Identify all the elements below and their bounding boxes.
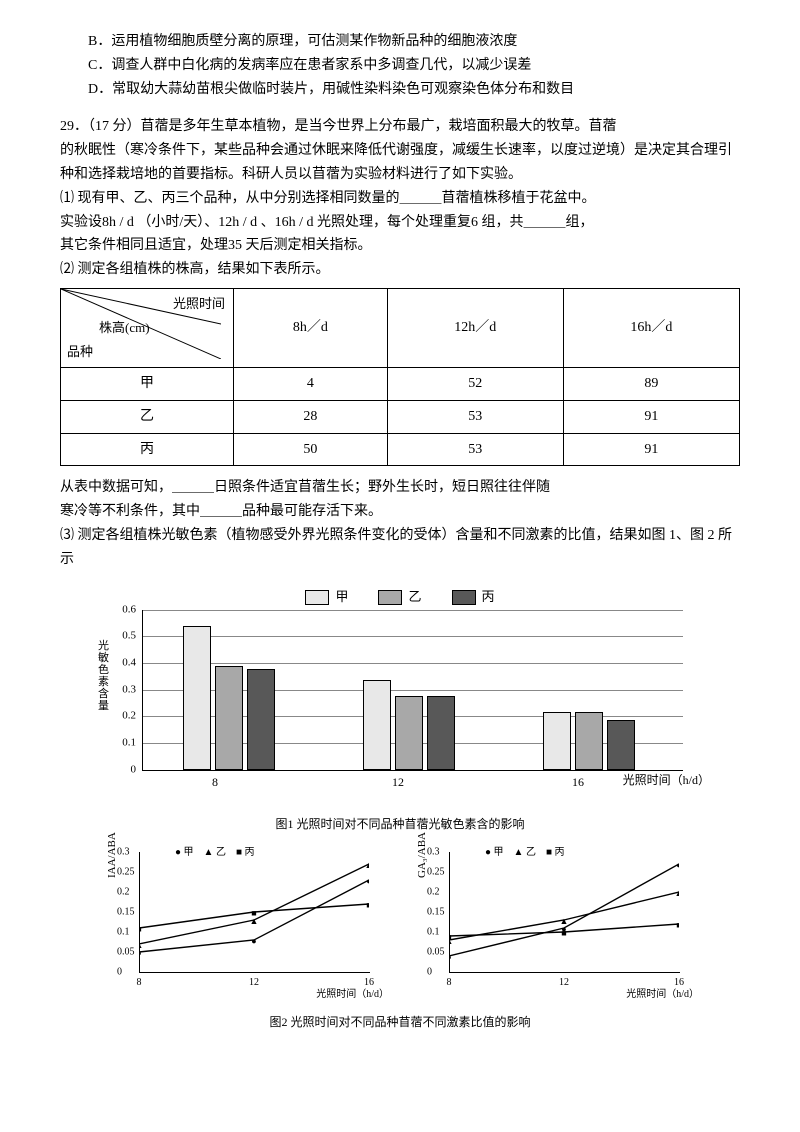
svg-text:●: ●	[366, 876, 369, 886]
bar	[575, 712, 603, 770]
diag-header: 光照时间 株高(cm) 品种	[61, 288, 234, 367]
table-cell: 28	[234, 400, 388, 433]
bar	[543, 712, 571, 770]
col-12h: 12h／d	[387, 288, 563, 367]
x-unit: 光照时间（h/d）	[316, 986, 389, 1003]
bar	[247, 669, 275, 770]
y-tick: 0.1	[117, 924, 130, 941]
q29-p3: ⑵ 测定各组植株的株高，结果如下表所示。	[60, 258, 740, 282]
swatch-jia-icon	[305, 590, 329, 605]
x-cat: 8	[212, 772, 218, 792]
y-tick: 0.6	[122, 600, 136, 619]
y-tick: 0.2	[117, 884, 130, 901]
x-unit: 光照时间（h/d）	[626, 986, 699, 1003]
table-cell: 50	[234, 433, 388, 466]
legend-jia: 甲	[335, 589, 348, 604]
svg-text:▲: ▲	[560, 916, 569, 926]
svg-text:▲: ▲	[675, 888, 679, 898]
table-cell: 89	[563, 367, 739, 400]
x-tick: 12	[559, 974, 569, 991]
table-cell: 53	[387, 433, 563, 466]
svg-text:■: ■	[366, 900, 369, 910]
y-tick: 0.05	[427, 944, 445, 961]
plant-height-table: 光照时间 株高(cm) 品种 8h／d 12h／d 16h／d 甲45289 乙2…	[60, 288, 740, 466]
fig1-caption: 图1 光照时间对不同品种苜蓿光敏色素含的影响	[60, 814, 740, 834]
svg-text:▲: ▲	[139, 940, 143, 950]
bar	[395, 696, 423, 770]
diag-top: 光照时间	[173, 293, 225, 315]
y-label: GA₃/ABA	[413, 832, 432, 878]
legend-bing: 丙	[482, 589, 495, 604]
y-tick: 0.15	[117, 904, 135, 921]
bar-chart-fig1: 光敏色素含量 00.10.20.30.40.50.6 光照时间（h/d） 812…	[100, 610, 700, 810]
q29-head: 29．（17 分）苜蓿是多年生草本植物，是当今世界上分布最广，栽培面积最大的牧草…	[60, 115, 740, 139]
bar	[183, 626, 211, 769]
q29-p2a: ⑴ 现有甲、乙、丙三个品种，从中分别选择相同数量的＿＿＿苜蓿植株移植于花盆中。	[60, 187, 740, 211]
y-tick: 0.1	[427, 924, 440, 941]
x-cat: 12	[392, 772, 404, 792]
bar	[215, 666, 243, 769]
table-cell: 91	[563, 433, 739, 466]
y-tick: 0.2	[427, 884, 440, 901]
swatch-bing-icon	[452, 590, 476, 605]
line-chart-iaa: ● 甲▲ 乙■ 丙00.050.10.150.20.250.381216光照时间…	[105, 848, 385, 1008]
svg-text:■: ■	[449, 932, 452, 942]
fig2-caption: 图2 光照时间对不同品种苜蓿不同激素比值的影响	[60, 1012, 740, 1032]
col-8h: 8h／d	[234, 288, 388, 367]
row-key: 乙	[61, 400, 234, 433]
svg-text:■: ■	[139, 924, 142, 934]
option-c: C．调查人群中白化病的发病率应在患者家系中多调查几代，以减少误差	[88, 54, 740, 78]
chart-legend: 甲 乙 丙	[60, 586, 740, 608]
bar	[427, 696, 455, 770]
y-label: IAA/ABA	[103, 832, 122, 878]
y-tick: 0.3	[122, 680, 136, 699]
svg-text:●: ●	[449, 952, 452, 962]
col-16h: 16h／d	[563, 288, 739, 367]
x-tick: 8	[447, 974, 452, 991]
x-tick: 12	[249, 974, 259, 991]
y-tick: 0	[427, 964, 432, 981]
q29-p2c: 其它条件相同且适宜，处理35 天后测定相关指标。	[60, 234, 740, 258]
q29-p4b: 寒冷等不利条件，其中＿＿＿品种最可能存活下来。	[60, 500, 740, 524]
diag-mid: 株高(cm)	[99, 317, 150, 339]
x-tick: 8	[137, 974, 142, 991]
svg-text:▲: ▲	[365, 860, 369, 870]
table-cell: 53	[387, 400, 563, 433]
y-tick: 0.05	[117, 944, 135, 961]
line-charts-fig2: ● 甲▲ 乙■ 丙00.050.10.150.20.250.381216光照时间…	[60, 848, 740, 1008]
q29-p1: 的秋眠性（寒冷条件下，某些品种会通过休眠来降低代谢强度，减缓生长速率，以度过逆境…	[60, 139, 740, 187]
y-tick: 0.1	[122, 734, 136, 753]
table-cell: 91	[563, 400, 739, 433]
y-tick: 0.15	[427, 904, 445, 921]
row-key: 丙	[61, 433, 234, 466]
q29-p5: ⑶ 测定各组植株光敏色素（植物感受外界光照条件变化的受体）含量和不同激素的比值，…	[60, 524, 740, 572]
svg-text:■: ■	[561, 928, 566, 938]
y-tick: 0.2	[122, 707, 136, 726]
svg-text:■: ■	[251, 908, 256, 918]
q29-p4a: 从表中数据可知，＿＿＿日照条件适宜苜蓿生长；野外生长时，短日照往往伴随	[60, 476, 740, 500]
x-cat: 16	[572, 772, 584, 792]
diag-bot: 品种	[67, 341, 93, 363]
line-chart-ga3: ● 甲▲ 乙■ 丙00.050.10.150.20.250.381216光照时间…	[415, 848, 695, 1008]
swatch-yi-icon	[378, 590, 402, 605]
bar-x-unit: 光照时间（h/d）	[623, 770, 710, 790]
svg-text:●: ●	[251, 936, 256, 946]
svg-text:■: ■	[676, 920, 679, 930]
bar	[607, 720, 635, 770]
option-b: B．运用植物细胞质壁分离的原理，可估测某作物新品种的细胞液浓度	[88, 30, 740, 54]
svg-text:●: ●	[676, 860, 679, 870]
row-key: 甲	[61, 367, 234, 400]
bar	[363, 680, 391, 770]
table-cell: 52	[387, 367, 563, 400]
table-cell: 4	[234, 367, 388, 400]
legend-yi: 乙	[408, 589, 421, 604]
q29-p2b: 实验设8h / d （小时/天）、12h / d 、16h / d 光照处理，每…	[60, 211, 740, 235]
y-tick: 0.4	[122, 654, 136, 673]
y-tick: 0	[131, 760, 137, 779]
y-tick: 0	[117, 964, 122, 981]
y-tick: 0.5	[122, 627, 136, 646]
option-d: D．常取幼大蒜幼苗根尖做临时装片，用碱性染料染色可观察染色体分布和数目	[88, 78, 740, 102]
